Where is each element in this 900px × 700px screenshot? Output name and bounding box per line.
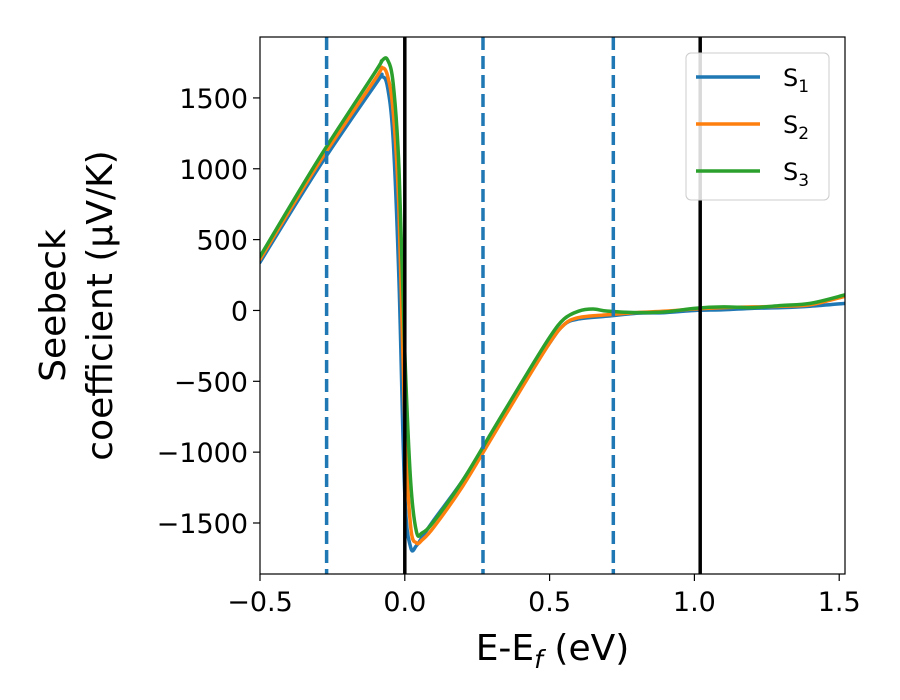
x-tick-label: 1.0 — [673, 587, 716, 618]
legend-label-main: S — [783, 111, 798, 139]
y-tick-label: 0 — [231, 296, 248, 327]
legend-label-sub: 1 — [798, 77, 809, 97]
legend-label-s1: S1 — [783, 64, 809, 97]
y-tick-label: 500 — [196, 226, 248, 257]
series-line-s3 — [260, 56, 845, 538]
x-tick-label: 0.0 — [383, 587, 426, 618]
y-axis-title-line2: coefficient (μV/K) — [80, 150, 121, 460]
x-axis-title: E-Ef (eV) — [476, 628, 630, 674]
y-tick-label: 1000 — [179, 155, 248, 186]
y-tick-label: −1000 — [157, 438, 248, 469]
x-axis-title-unit: (eV) — [543, 628, 629, 669]
x-axis-title-main: E-E — [476, 628, 534, 669]
y-tick-label: −1500 — [157, 509, 248, 540]
x-tick-label: 0.5 — [528, 587, 571, 618]
legend-label-main: S — [783, 158, 798, 186]
x-tick-label: 1.5 — [818, 587, 861, 618]
legend-label-sub: 3 — [798, 171, 809, 191]
legend-box — [685, 52, 830, 201]
y-tick-label: 1500 — [179, 84, 248, 115]
plot-frame — [259, 36, 846, 575]
legend-label-s2: S2 — [783, 111, 809, 144]
x-tick-label: −0.5 — [227, 587, 293, 618]
y-tick-label: −500 — [174, 367, 248, 398]
legend-label-s3: S3 — [783, 158, 809, 191]
legend-label-main: S — [783, 64, 798, 92]
y-axis-title-line1: Seebeck — [33, 229, 74, 382]
legend-label-sub: 2 — [798, 124, 809, 144]
